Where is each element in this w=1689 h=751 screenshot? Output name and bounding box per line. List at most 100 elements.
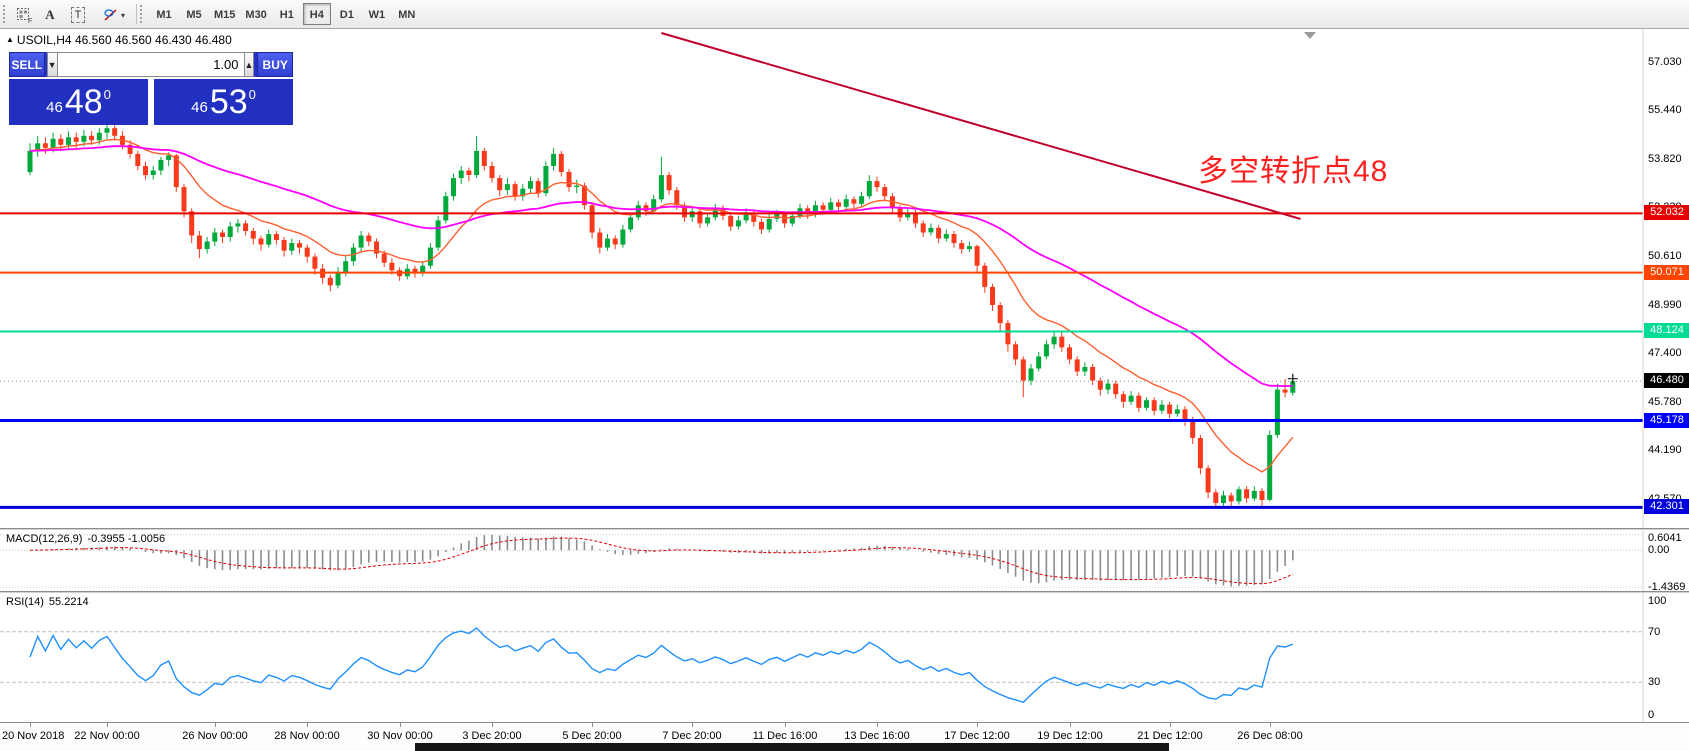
macd-axis-label: 0.00 (1648, 544, 1670, 556)
timeframe-m5-button[interactable]: M5 (186, 9, 202, 21)
y-axis-label: 50.610 (1648, 250, 1682, 262)
y-axis-label: 57.030 (1648, 56, 1682, 68)
timeframe-h4-button[interactable]: H4 (302, 3, 331, 25)
buy-price-sup: 0 (248, 86, 256, 102)
text-label-glyph: T (70, 7, 86, 23)
x-axis-tick (592, 723, 593, 727)
macd-axis-label: 0.6041 (1648, 532, 1682, 544)
x-axis-tick (307, 723, 308, 727)
text-a-icon[interactable]: A (38, 3, 62, 27)
timeframe-mn-button[interactable]: MN (398, 9, 416, 21)
grid-stamp-icon: F (16, 7, 32, 24)
x-axis-tick (492, 723, 493, 727)
rsi-axis-label: 70 (1648, 626, 1661, 638)
buy-price-big: 53 (209, 83, 248, 121)
main-chart-canvas[interactable] (0, 29, 1689, 528)
candles-layer (27, 123, 1296, 509)
moving-averages-layer (29, 138, 1294, 473)
price-badge-48.124: 48.124 (1644, 323, 1689, 338)
one-click-trading-panel: SELL ▼ ▲ BUY 46 48 0 46 53 0 (9, 52, 293, 125)
sell-price-display[interactable]: 46 48 0 (9, 79, 148, 125)
ohlc-values: 46.560 46.560 46.430 46.480 (74, 33, 232, 47)
trade-prices-row: 46 48 0 46 53 0 (9, 79, 293, 125)
x-axis-label: 7 Dec 20:00 (662, 730, 722, 742)
rsi-canvas[interactable] (0, 593, 1689, 722)
x-axis-label: 20 Nov 2018 (2, 730, 65, 742)
macd-values: -0.3955 -1.0056 (87, 533, 166, 545)
macd-histogram-layer (36, 534, 1294, 587)
x-axis-tick (1170, 723, 1171, 727)
x-axis-label: 5 Dec 20:00 (562, 730, 622, 742)
text-label-icon[interactable]: T (64, 3, 92, 27)
macd-name: MACD(12,26,9) (6, 533, 83, 545)
x-axis-label: 17 Dec 12:00 (944, 730, 1010, 742)
macd-canvas[interactable] (0, 530, 1689, 591)
sell-button[interactable]: SELL (9, 52, 45, 77)
toolbar-grip[interactable] (3, 5, 8, 23)
x-axis-tick (877, 723, 878, 727)
price-badge-42.301: 42.301 (1644, 499, 1689, 514)
symbol-name: USOIL,H4 (16, 33, 72, 47)
x-axis-tick (400, 723, 401, 727)
grid-stamp-icon[interactable]: F (10, 3, 38, 27)
rsi-value: 55.2214 (48, 596, 89, 608)
rsi-name: RSI(14) (6, 596, 44, 608)
shapes-icon (104, 9, 117, 21)
chart-annotation-text: 多空转折点48 (1198, 155, 1389, 188)
timeframe-w1-button[interactable]: W1 (368, 9, 386, 21)
toolbar: F A T ▾ M1 M5 M15 M30 H1 H4 D1 W1 MN (0, 0, 1689, 29)
timeframe-m1-button[interactable]: M1 (156, 9, 172, 21)
x-axis-label: 21 Dec 12:00 (1137, 730, 1203, 742)
macd-panel: MACD(12,26,9) -0.3955 -1.0056 0.6041 0.00 -… (0, 530, 1689, 591)
buy-price-display[interactable]: 46 53 0 (154, 79, 293, 125)
x-axis-label: 26 Dec 08:00 (1237, 730, 1303, 742)
x-axis-label: 30 Nov 00:00 (367, 730, 433, 742)
current-price-badge: 46.480 (1644, 373, 1689, 388)
svg-text:F: F (28, 18, 32, 24)
rsi-panel: RSI(14) 55.2214 100 70 30 0 (0, 593, 1689, 722)
rsi-axis-label: 30 (1648, 676, 1661, 688)
shapes-dropdown-icon[interactable]: ▾ (96, 3, 132, 27)
sell-price-big: 48 (64, 83, 103, 121)
rsi-axis-label: 100 (1648, 595, 1667, 607)
timeframe-h1-button[interactable]: H1 (279, 9, 294, 21)
x-axis-label: 13 Dec 16:00 (844, 730, 910, 742)
x-axis-tick (30, 723, 31, 727)
volume-decrease-button[interactable]: ▼ (46, 52, 58, 77)
sell-price-sup: 0 (103, 86, 111, 102)
macd-label: MACD(12,26,9) -0.3955 -1.0056 (6, 533, 165, 545)
descending-trendline (661, 32, 1301, 220)
buy-button[interactable]: BUY (257, 52, 293, 77)
timeframe-toolbar: M1 M5 M15 M30 H1 H4 D1 W1 MN (150, 3, 421, 25)
y-axis-label: 47.400 (1648, 347, 1682, 359)
timeframe-m15-button[interactable]: M15 (214, 9, 236, 21)
x-axis-tick (107, 723, 108, 727)
price-badge-52.032: 52.032 (1644, 205, 1689, 220)
x-axis-tick (215, 723, 216, 727)
chevron-down-icon: ▾ (120, 10, 125, 20)
collapse-triangle-icon[interactable]: ▲ (6, 35, 14, 44)
rsi-label: RSI(14) 55.2214 (6, 596, 89, 608)
y-axis-label: 45.780 (1648, 396, 1682, 408)
macd-axis-label: -1.4369 (1648, 581, 1686, 591)
sell-price-prefix: 46 (46, 98, 63, 116)
panel-splitter[interactable] (0, 591, 1689, 593)
x-axis-label: 3 Dec 20:00 (462, 730, 522, 742)
timeframe-m30-button[interactable]: M30 (245, 9, 267, 21)
buy-price-prefix: 46 (191, 98, 208, 116)
toolbar-grip[interactable] (140, 5, 145, 23)
price-badge-45.178: 45.178 (1644, 413, 1689, 428)
volume-input[interactable] (57, 52, 244, 77)
y-axis-label: 53.820 (1648, 153, 1682, 165)
volume-increase-button[interactable]: ▲ (243, 52, 255, 77)
x-axis-tick (977, 723, 978, 727)
x-axis-label: 28 Nov 00:00 (274, 730, 340, 742)
symbol-ohlc-header: ▲ USOIL,H4 46.560 46.560 46.430 46.480 (6, 33, 232, 47)
panel-splitter[interactable] (0, 528, 1689, 530)
x-axis-tick (1070, 723, 1071, 727)
rsi-axis-label: 0 (1648, 709, 1655, 721)
taskbar-sliver (415, 743, 1169, 751)
timeframe-d1-button[interactable]: D1 (339, 9, 354, 21)
x-axis-tick (785, 723, 786, 727)
